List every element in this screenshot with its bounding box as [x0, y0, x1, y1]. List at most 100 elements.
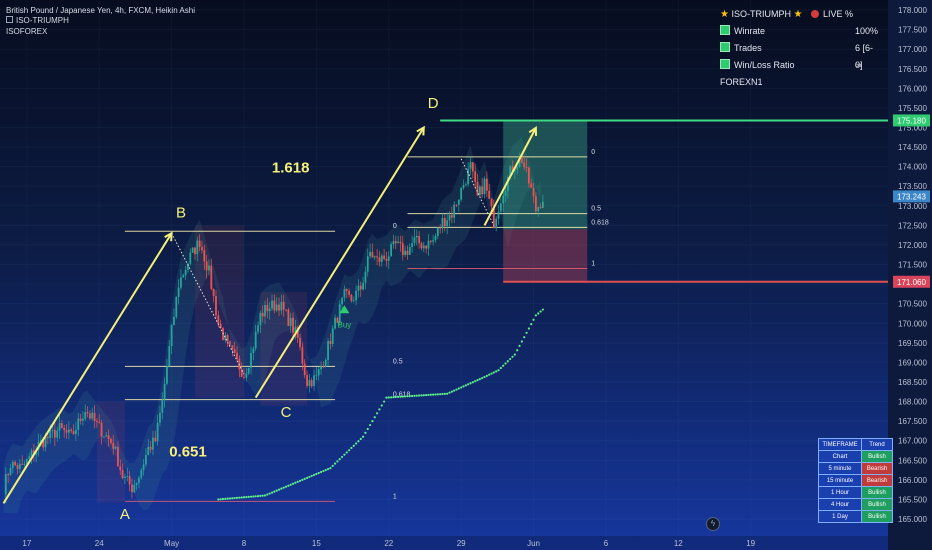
trailing-stop-dot — [361, 435, 365, 438]
trailing-stop-dot — [291, 482, 295, 485]
candle-body — [175, 296, 178, 317]
trailing-stop-dot — [525, 331, 528, 334]
candle-body — [86, 412, 89, 414]
panel-row: Trades 6 [6-0] — [720, 40, 880, 70]
fib-level-label: 0 — [591, 149, 595, 156]
candle-body — [278, 304, 280, 311]
timeframe-header: TIMEFRAME — [818, 438, 862, 451]
candle-body — [320, 366, 322, 370]
fib-level-label: 1 — [591, 260, 595, 267]
candle-body — [511, 166, 514, 171]
candle-body — [411, 243, 414, 247]
candles-layer — [4, 152, 544, 503]
candle-body — [30, 450, 33, 457]
table-row: 1 Hour Bullish — [818, 486, 893, 499]
candle-body — [513, 169, 516, 171]
candle-body — [537, 206, 540, 212]
panel-footer: FOREXN1 — [720, 77, 763, 87]
trailing-stop-dot — [457, 387, 460, 390]
candle-body — [378, 257, 381, 262]
candle-body — [142, 464, 145, 471]
stop-loss-zone — [503, 229, 588, 282]
candle-body — [329, 340, 332, 344]
candle-body — [67, 429, 70, 433]
candle-body — [261, 312, 264, 317]
time-tick-label: Jun — [527, 539, 540, 548]
trend-table: TIMEFRAME Trend Chart Bullish 5 minute Bea… — [818, 438, 893, 523]
candle-body — [58, 423, 61, 431]
trailing-stop-dot — [446, 392, 449, 395]
check-square-icon — [720, 59, 730, 69]
trailing-stop-dot — [499, 366, 502, 370]
price-tick-label: 172.500 — [898, 221, 927, 230]
indicator-name[interactable]: ISO-TRIUMPH — [6, 16, 69, 26]
candle-body — [406, 250, 409, 255]
candle-body — [124, 476, 126, 479]
trailing-stop-dot — [392, 396, 395, 399]
candle-body — [345, 289, 348, 291]
grid-layer — [0, 9, 888, 520]
candle-body — [161, 399, 164, 413]
price-tick-label: 169.000 — [898, 358, 927, 367]
candle-body — [448, 215, 451, 221]
candle-body — [509, 166, 512, 177]
candle-body — [460, 187, 463, 200]
candle-body — [441, 218, 444, 229]
trailing-stop-dot — [373, 416, 376, 419]
trailing-stop-dot — [490, 372, 493, 375]
trailing-stop-dot — [455, 388, 458, 391]
candle-body — [126, 475, 129, 477]
trend-cell: Bullish — [861, 498, 893, 511]
price-tick-label: 165.000 — [898, 515, 927, 524]
candle-body — [478, 186, 481, 196]
candle-body — [114, 446, 117, 449]
candle-body — [506, 176, 509, 191]
trailing-stop-dot — [359, 437, 362, 441]
row-label: Win/Loss Ratio — [734, 60, 795, 70]
candle-body — [380, 255, 383, 262]
candle-body — [233, 349, 236, 353]
trailing-stop-dot — [340, 455, 344, 459]
trailing-stop-dot — [420, 394, 423, 397]
candle-body — [299, 338, 301, 348]
trailing-stop-dot — [347, 449, 351, 452]
trailing-stop-dot — [483, 375, 486, 379]
trend-table-header: TIMEFRAME Trend — [818, 438, 893, 451]
candle-body — [432, 240, 435, 242]
candle-body — [476, 181, 479, 196]
candle-body — [296, 327, 299, 339]
candle-body — [280, 301, 283, 311]
candle-body — [364, 271, 367, 283]
trailing-stop-dot — [261, 494, 264, 497]
candle-body — [133, 485, 136, 493]
trailing-stop-dot — [432, 393, 435, 396]
candle-body — [245, 373, 248, 378]
candle-body — [541, 201, 544, 208]
eye-icon[interactable] — [6, 16, 13, 23]
buy-arrow-icon — [339, 305, 350, 314]
candle-body — [273, 300, 276, 311]
trailing-stop-dot — [539, 310, 542, 313]
price-tag — [893, 275, 930, 288]
trailing-stop-dot — [385, 396, 388, 399]
price-tick-label: 174.000 — [898, 163, 927, 172]
trailing-stop-dot — [462, 385, 465, 388]
lightning-icon[interactable]: ϟ — [706, 517, 720, 531]
trailing-stop-dot — [259, 494, 262, 498]
trailing-stop-dot — [429, 393, 432, 396]
candle-body — [303, 363, 306, 376]
fib-level-label: 0.618 — [591, 219, 609, 226]
candle-body — [292, 317, 294, 333]
trailing-stop-dot — [469, 382, 472, 385]
candle-body — [399, 241, 402, 244]
trailing-stop-dot — [408, 395, 411, 398]
candle-body — [117, 446, 119, 467]
price-tag-label: 173.243 — [897, 192, 926, 201]
candle-body — [11, 461, 14, 469]
trailing-stop-dot — [294, 481, 297, 484]
trailing-stop-dot — [252, 495, 255, 498]
candle-body — [110, 438, 112, 443]
candle-body — [446, 220, 449, 226]
